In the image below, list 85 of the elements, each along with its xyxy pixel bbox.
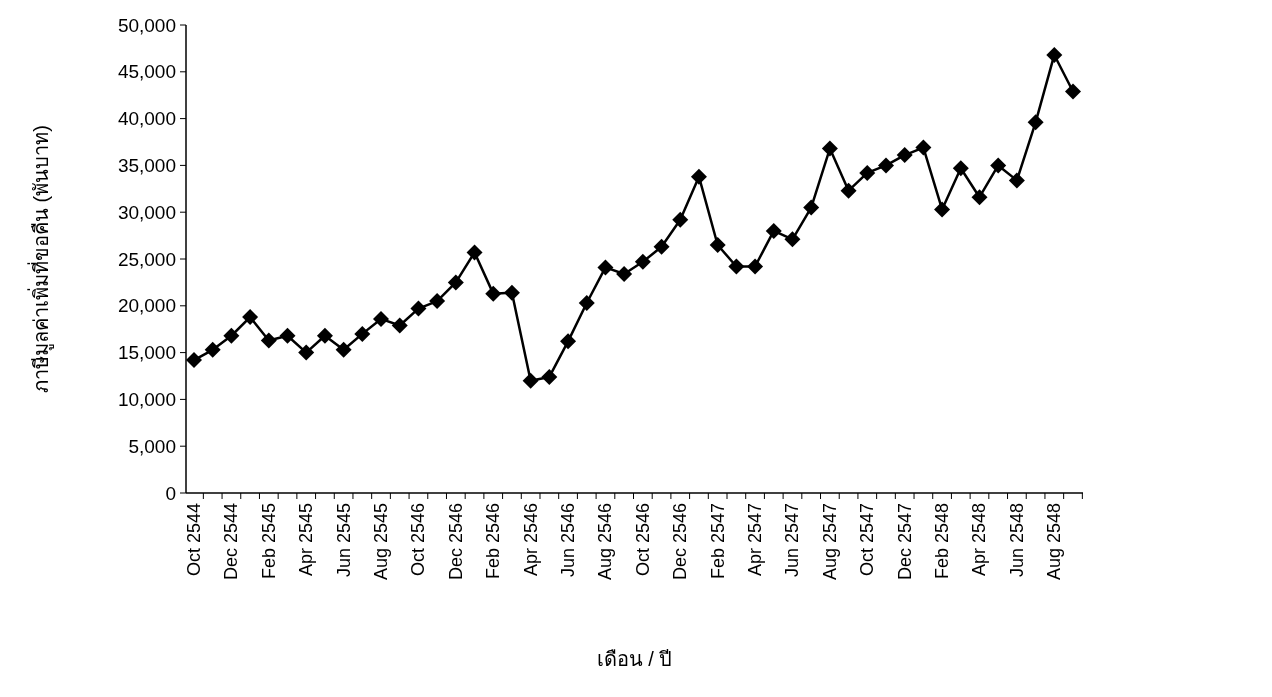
x-tick-label: Apr 2546 [520,503,541,577]
x-tick-label: Oct 2546 [408,503,429,577]
point [578,294,595,311]
point [466,244,483,261]
point [616,265,633,282]
point [522,372,539,389]
point [784,231,801,248]
point [634,253,651,270]
x-tick-label: Oct 2546 [632,503,653,577]
y-tick-label: 50,000 [117,14,176,36]
x-tick-label: Jun 2545 [333,503,354,578]
x-tick-label: Oct 2547 [857,503,878,577]
point [877,157,894,174]
y-tick-label: 45,000 [117,61,176,83]
y-tick-label: 25,000 [117,248,176,270]
point [541,368,558,385]
y-tick-label: 40,000 [117,108,176,130]
point [1008,172,1025,189]
point [503,284,520,301]
x-tick-label: Dec 2546 [670,503,691,581]
point [896,147,913,164]
point [279,327,296,344]
x-tick-label: Apr 2548 [969,503,990,577]
point [204,341,221,358]
point [672,211,689,228]
point [653,238,670,255]
point [410,300,427,317]
point [260,332,277,349]
y-tick-label: 10,000 [117,389,176,411]
x-tick-label: Dec 2544 [221,503,242,581]
point [242,309,259,326]
point [1046,46,1063,63]
point [934,201,951,218]
point [560,333,577,350]
point [447,274,464,291]
point [690,168,707,185]
x-tick-label: Dec 2546 [445,503,466,581]
y-tick-label: 20,000 [117,295,176,317]
point [335,341,352,358]
x-tick-label: Aug 2548 [1044,503,1065,581]
y-tick-label: 35,000 [117,155,176,177]
point [859,164,876,181]
x-tick-label: Aug 2546 [595,503,616,581]
x-tick-label: Apr 2545 [296,503,317,577]
x-tick-label: Aug 2545 [371,503,392,581]
point [223,327,240,344]
point [971,189,988,206]
point [728,258,745,275]
x-tick-label: Jun 2548 [1006,503,1027,578]
point [316,327,333,344]
x-tick-label: Aug 2547 [819,503,840,581]
point [186,352,202,369]
x-tick-label: Feb 2547 [707,503,728,580]
point [765,222,782,239]
x-tick-label: Feb 2545 [258,503,279,580]
point [373,310,390,327]
x-tick-label: Oct 2544 [184,503,204,577]
point [821,140,838,157]
point [597,259,614,276]
y-tick-label: 30,000 [117,201,176,223]
point [1065,83,1081,100]
y-tick-label: 15,000 [117,342,176,364]
point [429,293,446,310]
x-axis-title: เดือน / ปี [596,648,673,670]
point [915,139,932,156]
point [298,344,315,361]
x-tick-label: Feb 2546 [483,503,504,580]
point [803,199,820,216]
y-axis-title: ภาษีมูลค่าเพิ่มที่ขอคืน (พันบาท) [27,125,54,393]
point [840,182,857,199]
point [709,236,726,253]
x-tick-label: Jun 2547 [782,503,803,578]
x-tick-label: Dec 2547 [894,503,915,581]
point [354,325,371,342]
x-tick-label: Feb 2548 [932,503,953,580]
point [747,258,764,275]
x-tick-label: Jun 2546 [558,503,579,578]
x-tick-label: Apr 2547 [745,503,766,577]
y-tick-label: 0 [165,482,176,504]
point [485,285,502,302]
point [990,157,1007,174]
point [391,317,408,334]
point [1027,114,1044,131]
point [952,160,969,177]
y-tick-label: 5,000 [128,435,176,457]
